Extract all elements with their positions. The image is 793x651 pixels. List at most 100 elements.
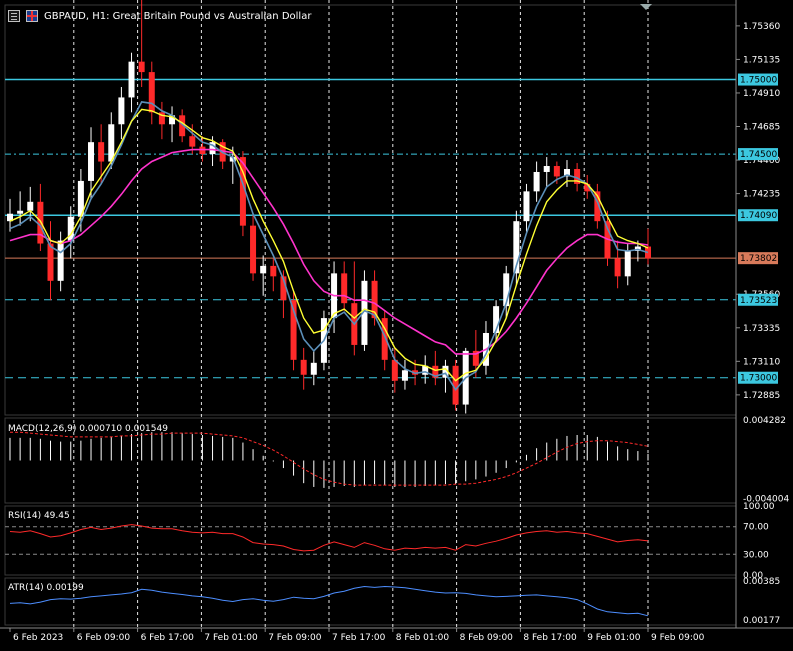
level-tag-label: 1.75000: [740, 76, 777, 86]
time-tick-label: 6 Feb 09:00: [77, 633, 131, 643]
rsi-pane: [5, 524, 736, 555]
price-tick-label: 1.74460: [743, 156, 780, 166]
rsi-label: RSI(14) 49.45: [8, 511, 70, 521]
price-tick-label: 1.74910: [743, 89, 780, 99]
candle-body: [17, 210, 24, 214]
candle-body: [7, 213, 13, 222]
price-tick-label: 1.73335: [743, 324, 780, 334]
pane-frame: [4, 577, 737, 626]
candle-body: [128, 61, 135, 98]
candle-body: [523, 191, 530, 222]
candle-body: [513, 221, 520, 274]
candle-body: [614, 258, 621, 277]
atr-tick-label: 0.00177: [743, 616, 780, 626]
candle-body: [503, 273, 510, 307]
candle-body: [533, 171, 540, 192]
pane-frame: [4, 4, 737, 416]
price-tick-label: 1.74235: [743, 190, 780, 200]
scroll-indicator-icon[interactable]: [640, 4, 652, 10]
price-tick-label: 1.75135: [743, 55, 780, 65]
macd-signal-line: [10, 431, 649, 486]
candle-body: [391, 359, 398, 381]
candle-body: [574, 169, 581, 184]
candle-body: [371, 280, 378, 319]
chart-header: GBPAUD, H1: Great Britain Pound vs Austr…: [8, 8, 311, 24]
candle-body: [341, 273, 348, 304]
time-tick-label: 8 Feb 17:00: [523, 633, 577, 643]
time-tick-label: 9 Feb 09:00: [651, 633, 705, 643]
atr-tick-label: 0.00385: [743, 577, 780, 587]
candle-body: [169, 115, 176, 125]
candle-body: [88, 142, 95, 181]
candle-body: [432, 365, 439, 378]
level-tag-label: 1.73000: [740, 374, 777, 384]
candle-body: [563, 169, 570, 177]
candle-body: [158, 112, 165, 125]
menu-icon[interactable]: [8, 10, 20, 22]
candle-body: [47, 243, 54, 281]
candle-body: [239, 157, 246, 226]
candle-body: [381, 318, 388, 360]
level-tag: [738, 209, 778, 222]
level-tag: [738, 293, 778, 306]
price-tick-label: 1.75360: [743, 22, 780, 32]
candle-body: [624, 251, 631, 277]
candle-body: [250, 225, 257, 274]
symbol-title: GBPAUD, H1: Great Britain Pound vs Austr…: [44, 10, 312, 22]
candle-body: [179, 115, 186, 137]
level-tag-label: 1.74500: [740, 150, 777, 160]
candle-body: [98, 142, 105, 162]
price-pane: [5, 0, 736, 414]
flag-icon: [26, 10, 38, 22]
candle-body: [493, 306, 500, 333]
candle-body: [189, 136, 196, 147]
candle-body: [401, 370, 408, 381]
candle-body: [543, 166, 550, 172]
ma-slow-line: [9, 148, 649, 355]
candle-body: [553, 166, 560, 177]
candle-body: [108, 124, 115, 162]
price-tick-label: 1.73110: [743, 357, 780, 367]
candle-body: [270, 265, 277, 277]
rsi-tick-label: 100.00: [743, 502, 775, 512]
candle-body: [77, 180, 84, 217]
candle-body: [148, 72, 155, 113]
candle-body: [310, 362, 317, 375]
rsi-tick-label: 70.00: [743, 523, 769, 533]
rsi-tick-label: 30.00: [743, 550, 769, 560]
candle-body: [118, 97, 125, 125]
candle-body: [422, 365, 429, 375]
ma-fast-line: [9, 108, 649, 382]
time-tick-label: 7 Feb 17:00: [332, 633, 386, 643]
atr-pane: [9, 585, 649, 617]
atr-line: [9, 585, 649, 617]
macd-tick-label: -0.004004: [743, 494, 789, 504]
level-tag-label: 1.73802: [740, 254, 777, 264]
atr-label: ATR(14) 0.00199: [8, 583, 84, 593]
macd-pane: [9, 431, 649, 488]
macd-label: MACD(12,26,9) 0.000710 0.001549: [8, 424, 168, 434]
time-tick-label: 8 Feb 09:00: [460, 633, 514, 643]
candle-body: [290, 300, 297, 360]
ma-mid-line: [9, 101, 649, 392]
candle-body: [594, 191, 601, 222]
rsi-tick-label: 0.00: [743, 571, 763, 581]
candle-body: [300, 359, 307, 375]
level-tag: [738, 252, 778, 265]
price-tick-label: 1.74685: [743, 123, 780, 133]
time-tick-label: 7 Feb 01:00: [204, 633, 258, 643]
candle-body: [138, 61, 145, 73]
candle-body: [472, 350, 479, 366]
time-tick-label: 8 Feb 01:00: [396, 633, 450, 643]
level-tag-label: 1.74090: [740, 211, 777, 221]
candle-body: [260, 265, 267, 274]
level-tag: [738, 148, 778, 161]
candle-body: [57, 240, 64, 281]
time-tick-label: 6 Feb 17:00: [141, 633, 195, 643]
candle-body: [361, 280, 368, 345]
candle-body: [209, 142, 216, 155]
level-tag: [738, 371, 778, 384]
